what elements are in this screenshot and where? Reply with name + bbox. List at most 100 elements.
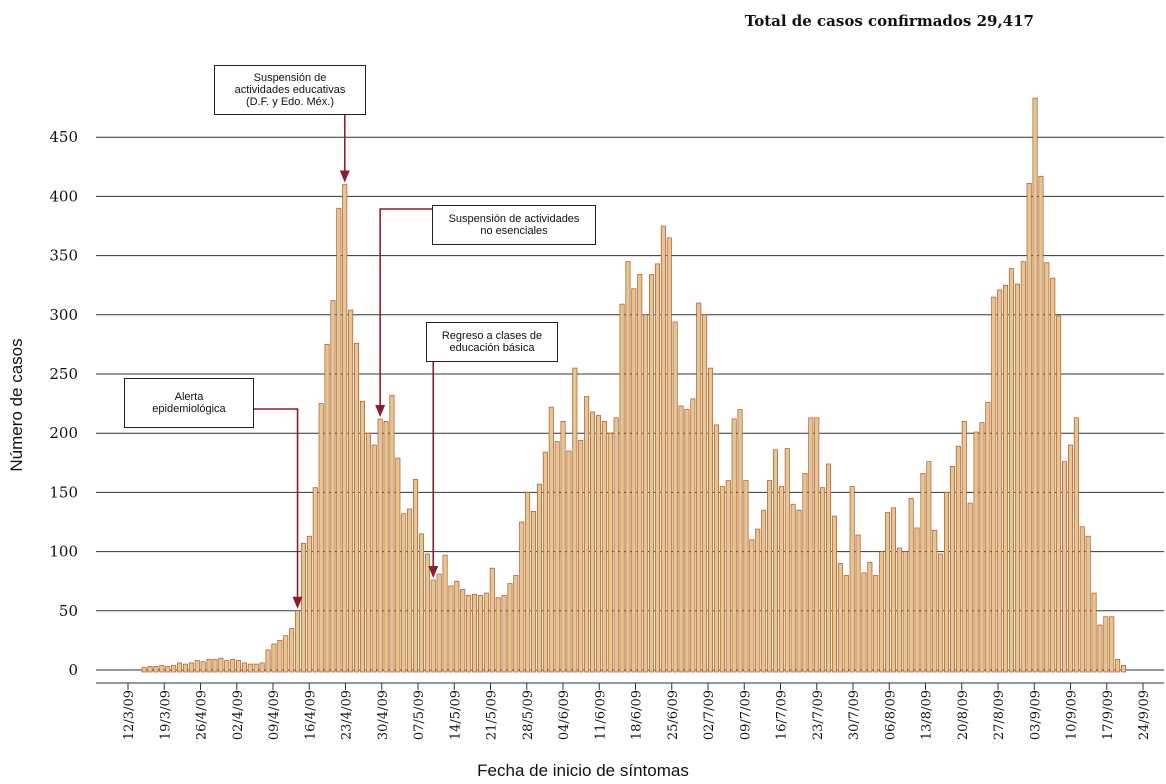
bar: [613, 417, 619, 673]
bar: [165, 666, 171, 673]
x-tick-label: 26/4/09: [195, 690, 210, 740]
bar: [784, 448, 790, 673]
bar: [401, 513, 407, 673]
bar: [926, 461, 932, 673]
bar: [1073, 417, 1079, 673]
bar: [548, 406, 554, 673]
bar: [430, 579, 436, 673]
x-tick-label: 13/8/09: [920, 690, 935, 740]
bar: [796, 509, 802, 673]
bar: [318, 403, 324, 673]
annotation-text: actividades educativas: [234, 84, 346, 96]
bar: [1044, 262, 1050, 673]
bar: [749, 539, 755, 673]
bar: [194, 660, 200, 673]
bar: [578, 439, 584, 673]
bar: [448, 585, 454, 673]
bar: [383, 421, 389, 673]
bar: [690, 398, 696, 673]
bar: [277, 640, 283, 673]
y-axis-ticks: 0 50 100 150 200 250 300 350 400 450: [49, 128, 78, 679]
bar: [684, 409, 690, 673]
bar: [1109, 616, 1115, 673]
x-tick-label: 14/5/09: [448, 690, 463, 740]
x-tick-label: 12/3/09: [122, 690, 137, 740]
bar: [967, 502, 973, 673]
bar: [253, 663, 259, 673]
bar: [507, 583, 513, 673]
x-tick-label: 04/6/09: [557, 690, 572, 740]
bar: [725, 480, 731, 673]
bar: [171, 664, 177, 673]
annotation-arrow-head: [339, 170, 350, 183]
bar: [855, 534, 861, 673]
bar: [843, 574, 849, 673]
bar: [188, 662, 194, 673]
bar: [873, 574, 879, 673]
bar: [354, 342, 360, 673]
bar: [359, 400, 365, 673]
bar: [442, 554, 448, 673]
bar: [743, 480, 749, 673]
bar: [867, 561, 873, 673]
bar: [737, 409, 743, 673]
bar: [536, 483, 542, 673]
y-tick-label: 300: [49, 306, 78, 324]
x-tick-label: 25/6/09: [666, 690, 681, 740]
x-tick-label: 17/9/09: [1101, 690, 1116, 740]
bar: [271, 643, 277, 673]
bar: [1032, 97, 1038, 673]
bar: [914, 527, 920, 673]
x-tick-label: 28/5/09: [521, 690, 536, 740]
bar: [731, 418, 737, 673]
bar: [1008, 268, 1014, 673]
annotation-arrows: [254, 115, 439, 609]
bar: [1085, 535, 1091, 673]
bar: [808, 417, 814, 673]
bar: [590, 411, 596, 673]
bar: [831, 515, 837, 673]
bar: [772, 449, 778, 673]
bar: [932, 529, 938, 673]
bar: [141, 667, 147, 673]
bar: [708, 367, 714, 673]
annotation-text: no esenciales: [480, 225, 548, 237]
x-tick-label: 10/9/09: [1065, 690, 1080, 740]
x-tick-label: 06/8/09: [883, 690, 898, 740]
bar: [920, 473, 926, 673]
x-tick-label: 09/7/09: [738, 690, 753, 740]
bar: [395, 457, 401, 673]
bar: [637, 274, 643, 673]
bar: [778, 486, 784, 673]
annotation-text: Suspensión de: [253, 72, 327, 84]
x-tick-label: 30/7/09: [847, 690, 862, 740]
bar: [531, 510, 537, 673]
bar: [584, 396, 590, 673]
bar: [1062, 461, 1068, 673]
bar: [601, 421, 607, 673]
bar: [979, 422, 985, 673]
bar: [649, 274, 655, 673]
bar: [896, 547, 902, 673]
bar: [324, 344, 330, 673]
bar: [849, 486, 855, 673]
bar: [371, 444, 377, 673]
bar: [826, 463, 832, 673]
annotation-arrow-head: [428, 566, 439, 579]
x-tick-label: 07/5/09: [412, 690, 427, 740]
bar: [348, 309, 354, 673]
bar: [1067, 444, 1073, 673]
bar: [944, 492, 950, 673]
bar: [454, 580, 460, 673]
annotation-text: Suspensión de actividades: [448, 213, 580, 225]
bar: [1050, 277, 1056, 673]
x-tick-label: 18/6/09: [630, 690, 645, 740]
y-tick-label: 0: [68, 661, 78, 679]
bar: [1003, 284, 1009, 673]
bar: [666, 237, 672, 673]
bar: [300, 542, 306, 673]
x-tick-label: 19/3/09: [158, 690, 173, 740]
bar: [1014, 283, 1020, 673]
bar: [643, 314, 649, 673]
bar: [424, 553, 430, 673]
